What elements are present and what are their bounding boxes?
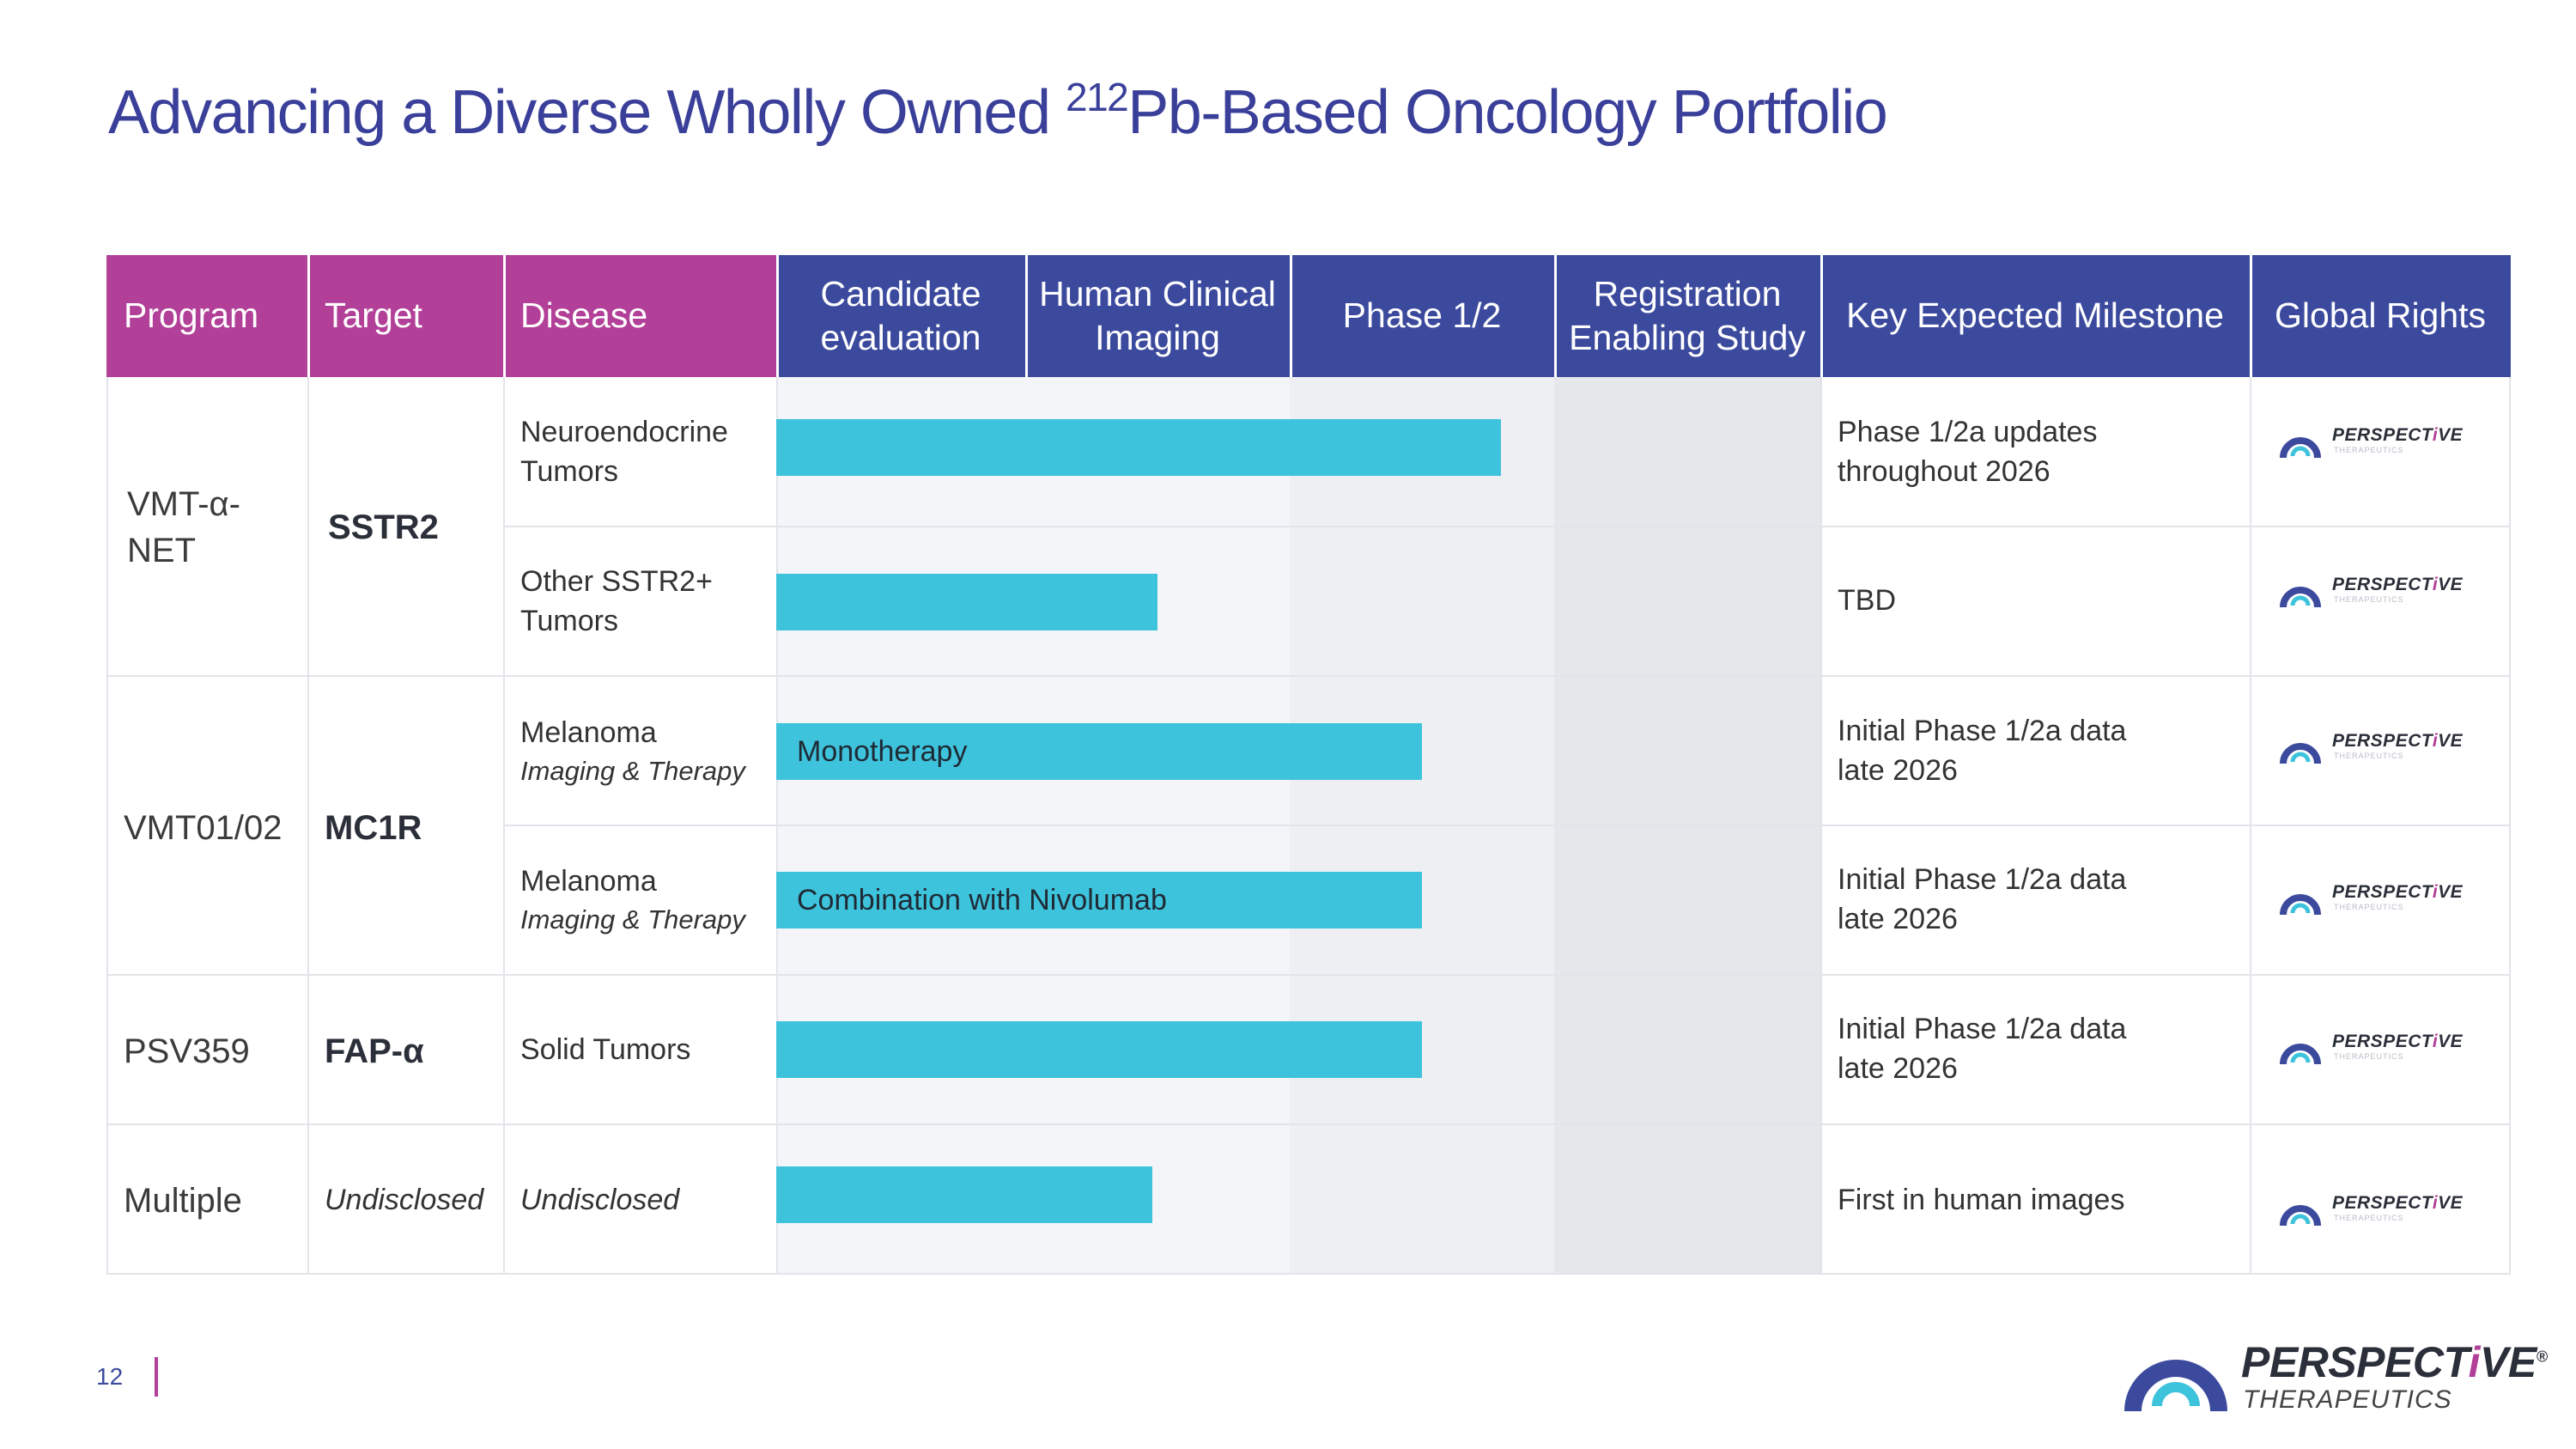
disease-undisclosed: Undisclosed	[520, 1184, 680, 1216]
target-undisclosed: Undisclosed	[325, 1184, 484, 1216]
header-milestone: Key Expected Milestone	[1820, 255, 2250, 377]
perspective-logo: PERSPECTiVE THERAPEUTICS	[2279, 724, 2468, 767]
perspective-logo: PERSPECTiVE THERAPEUTICS	[2279, 568, 2468, 611]
perspective-arc-icon	[2280, 587, 2321, 608]
disease-melanoma-mono: Melanoma Imaging & Therapy	[520, 716, 745, 786]
isotope-superscript: 212	[1066, 75, 1129, 119]
header-phase: Phase 1/2	[1290, 255, 1554, 377]
perspective-logo: PERSPECTiVE THERAPEUTICS	[2279, 1025, 2468, 1068]
perspective-logo: PERSPECTiVE THERAPEUTICS	[2279, 1186, 2468, 1229]
pipeline-table: Program Target Disease Candidate evaluat…	[106, 255, 2511, 1275]
header-rights: Global Rights	[2250, 255, 2511, 377]
progress-bar	[776, 419, 1502, 476]
brand-wordmark: PERSPECTiVE®	[2241, 1338, 2548, 1386]
target-mc1r: MC1R	[325, 809, 422, 847]
progress-bar: Combination with Nivolumab	[776, 872, 1422, 928]
perspective-arc-icon	[2280, 894, 2321, 916]
progress-bar	[776, 1021, 1422, 1078]
disease-neuroendocrine: Neuroendocrine Tumors	[520, 416, 728, 488]
header-program: Program	[106, 255, 307, 377]
perspective-arc-icon	[2280, 1044, 2321, 1065]
perspective-arc-icon	[2124, 1360, 2227, 1412]
header-disease: Disease	[503, 255, 776, 377]
target-sstr2: SSTR2	[328, 508, 439, 546]
disease-other-sstr2: Other SSTR2+ Tumors	[520, 565, 713, 637]
milestone-text: Initial Phase 1/2a data late 2026	[1838, 1013, 2127, 1085]
milestone-text: Initial Phase 1/2a data late 2026	[1838, 715, 2127, 787]
milestone-text: First in human images	[1838, 1184, 2125, 1216]
program-vmt01-02: VMT01/02	[124, 809, 283, 847]
page-number: 12	[96, 1363, 124, 1390]
milestone-text: TBD	[1838, 584, 1896, 617]
milestone-text: Phase 1/2a updates throughout 2026	[1838, 416, 2098, 488]
header-target: Target	[307, 255, 503, 377]
page-divider	[155, 1357, 158, 1397]
milestone-text: Initial Phase 1/2a data late 2026	[1838, 863, 2127, 935]
progress-bar	[776, 1166, 1152, 1223]
brand-subtitle: THERAPEUTICS	[2243, 1385, 2452, 1414]
program-psv359: PSV359	[124, 1032, 250, 1070]
progress-bar: Monotherapy	[776, 723, 1422, 780]
brand-logo: PERSPECTiVE® THERAPEUTICS	[2124, 1327, 2548, 1422]
perspective-arc-icon	[2280, 743, 2321, 764]
header-registration: Registration Enabling Study	[1554, 255, 1820, 377]
perspective-logo: PERSPECTiVE THERAPEUTICS	[2279, 875, 2468, 918]
page-title: Advancing a Diverse Wholly Owned 212Pb-B…	[108, 75, 1888, 147]
perspective-logo: PERSPECTiVE THERAPEUTICS	[2279, 418, 2468, 461]
perspective-arc-icon	[2280, 1205, 2321, 1227]
header-candidate-evaluation: Candidate evaluation	[776, 255, 1025, 377]
progress-bar	[776, 574, 1157, 630]
disease-melanoma-combo: Melanoma Imaging & Therapy	[520, 865, 745, 935]
program-vmt-alpha-net: VMT-α-NET	[127, 485, 240, 569]
perspective-arc-icon	[2280, 437, 2321, 459]
disease-solid-tumors: Solid Tumors	[520, 1033, 691, 1066]
target-fap-alpha: FAP-α	[325, 1032, 424, 1070]
header-human-clinical-imaging: Human Clinical Imaging	[1025, 255, 1290, 377]
program-multiple: Multiple	[124, 1182, 242, 1220]
